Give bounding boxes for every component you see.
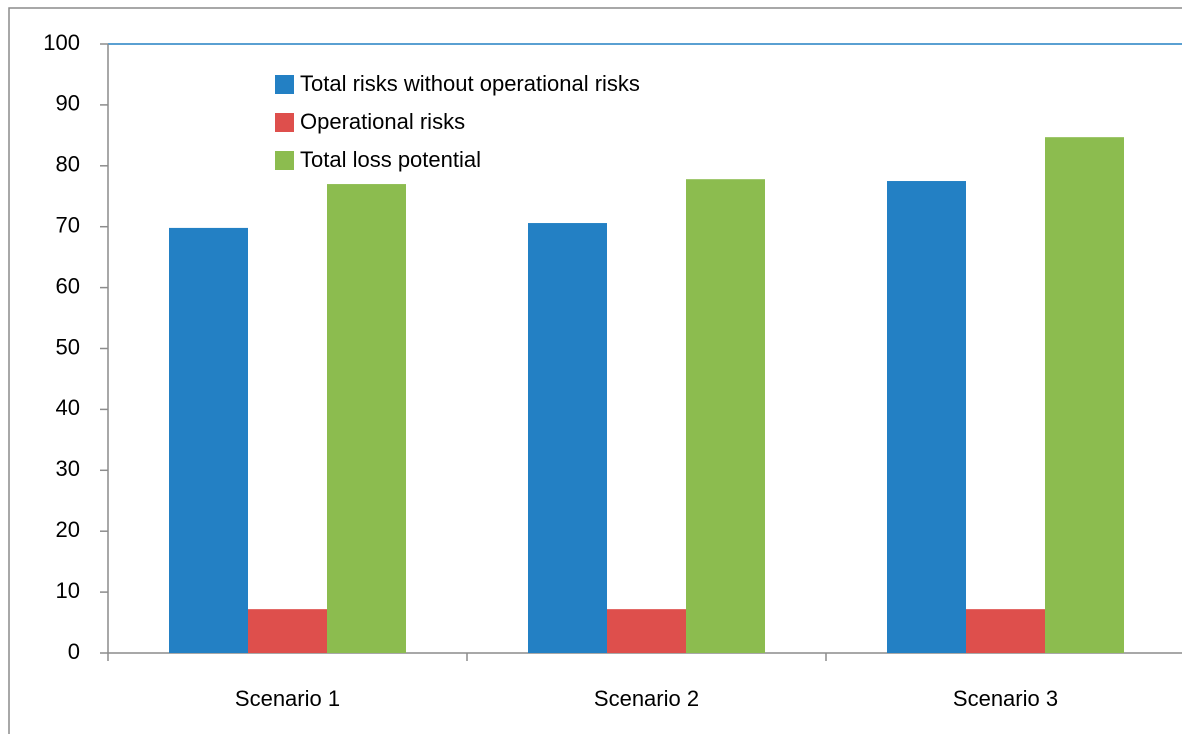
bar — [887, 181, 966, 653]
bar — [169, 227, 248, 653]
legend-label: Operational risks — [300, 109, 465, 134]
legend-swatch — [275, 75, 294, 94]
y-tick-label: 100 — [43, 30, 80, 55]
y-tick-label: 10 — [56, 578, 80, 603]
y-tick-label: 20 — [56, 517, 80, 542]
x-tick-label: Scenario 1 — [235, 686, 340, 711]
y-tick-label: 80 — [56, 152, 80, 177]
y-tick-label: 50 — [56, 334, 80, 359]
legend-swatch — [275, 113, 294, 132]
bar — [327, 184, 406, 653]
y-tick-label: 0 — [68, 639, 80, 664]
y-tick-label: 30 — [56, 456, 80, 481]
bar — [528, 223, 607, 653]
bar — [607, 609, 686, 653]
x-tick-label: Scenario 3 — [953, 686, 1058, 711]
y-tick-label: 70 — [56, 213, 80, 238]
bar — [1045, 137, 1124, 653]
bar — [686, 179, 765, 653]
legend-swatch — [275, 151, 294, 170]
y-tick-label: 60 — [56, 273, 80, 298]
bar — [248, 609, 327, 653]
bar — [966, 609, 1045, 653]
x-tick-label: Scenario 2 — [594, 686, 699, 711]
y-tick-label: 90 — [56, 91, 80, 116]
legend-label: Total risks without operational risks — [300, 71, 640, 96]
chart-border — [8, 7, 1182, 734]
legend-label: Total loss potential — [300, 147, 481, 172]
y-tick-label: 40 — [56, 395, 80, 420]
